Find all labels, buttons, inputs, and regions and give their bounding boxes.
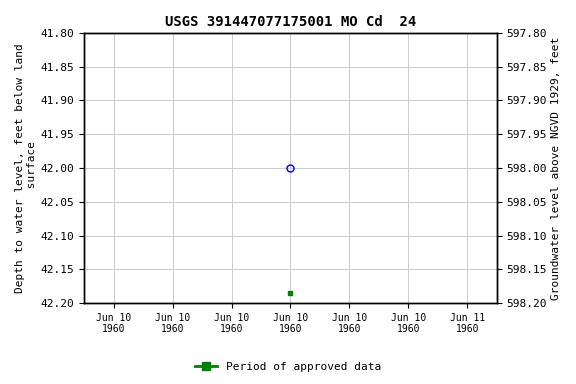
Y-axis label: Groundwater level above NGVD 1929, feet: Groundwater level above NGVD 1929, feet — [551, 36, 561, 300]
Title: USGS 391447077175001 MO Cd  24: USGS 391447077175001 MO Cd 24 — [165, 15, 416, 29]
Y-axis label: Depth to water level, feet below land
 surface: Depth to water level, feet below land su… — [15, 43, 37, 293]
Legend: Period of approved data: Period of approved data — [191, 358, 385, 377]
